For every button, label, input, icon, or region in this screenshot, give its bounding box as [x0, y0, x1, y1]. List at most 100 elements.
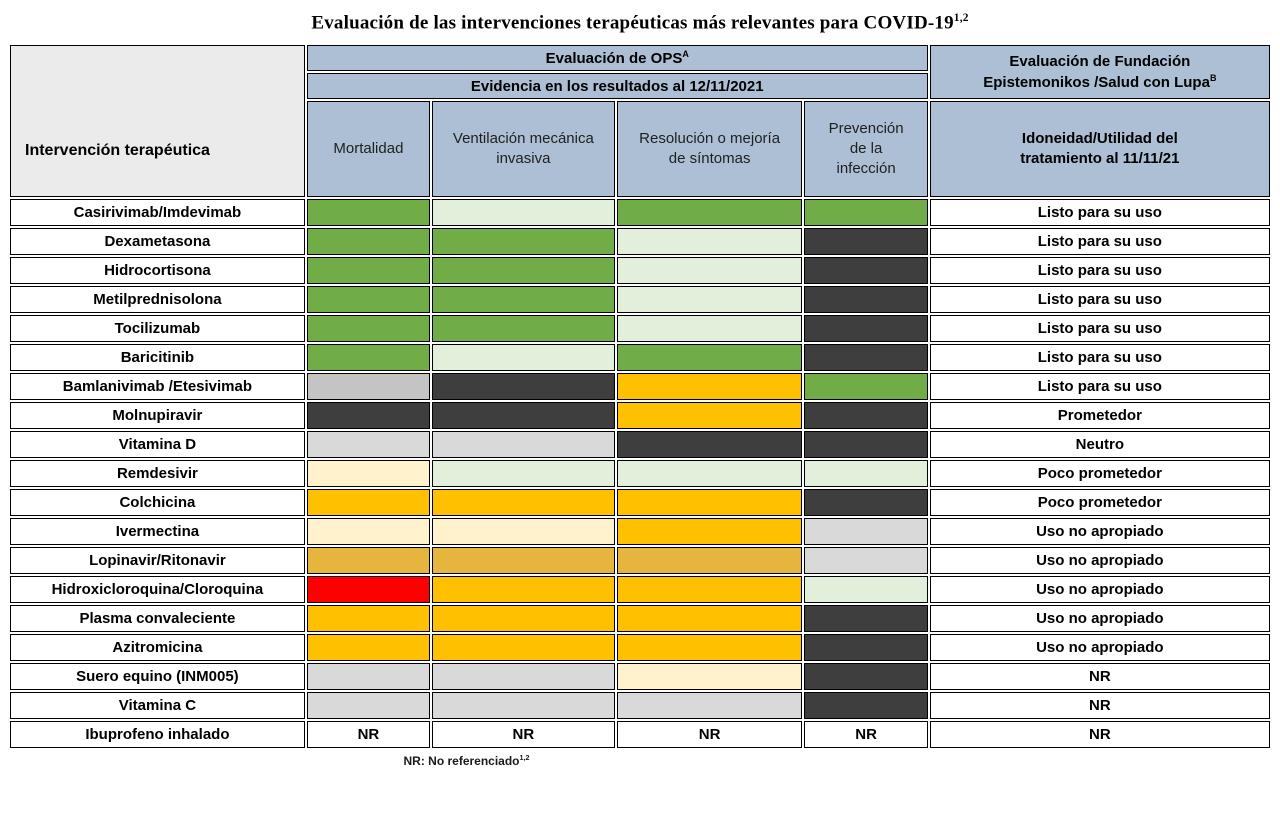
page-title: Evaluación de las intervenciones terapéu…	[0, 0, 1280, 34]
rating-cell-orange	[431, 634, 615, 662]
rating-cell-orange	[616, 489, 803, 517]
verdict-cell: NR	[929, 721, 1270, 749]
header-outcome-symptom-resolution: Resolución o mejoría de síntomas	[616, 101, 803, 198]
intervention-name: Lopinavir/Ritonavir	[10, 547, 305, 575]
header-outcome-mortality: Mortalidad	[306, 101, 430, 198]
verdict-cell: Uso no apropiado	[929, 605, 1270, 633]
rating-cell-dark	[431, 373, 615, 401]
rating-cell-gray	[306, 431, 430, 459]
rating-cell-gray	[431, 692, 615, 720]
intervention-name: Tocilizumab	[10, 315, 305, 343]
header-idoneidad-subtitle: Idoneidad/Utilidad del tratamiento al 11…	[929, 101, 1270, 198]
rating-cell-cream	[431, 518, 615, 546]
rating-cell-palegreen	[431, 344, 615, 372]
rating-cell-palegreen	[616, 228, 803, 256]
header-row-3: Mortalidad Ventilación mecánica invasiva…	[10, 101, 1270, 198]
intervention-name: Casirivimab/Imdevimab	[10, 199, 305, 227]
table-row: Molnupiravir Prometedor	[10, 402, 1270, 430]
table-row: Baricitinib Listo para su uso	[10, 344, 1270, 372]
verdict-cell: Poco prometedor	[929, 489, 1270, 517]
rating-cell-white: NR	[804, 721, 928, 749]
table-row: Ibuprofeno inhalado NR NR NR NR NR	[10, 721, 1270, 749]
table-row: Hidrocortisona Listo para su uso	[10, 257, 1270, 285]
fundacion-title-text: Evaluación de Fundación Epistemonikos /S…	[983, 52, 1210, 91]
rating-cell-green	[431, 315, 615, 343]
rating-cell-gray	[306, 663, 430, 691]
rating-cell-orange	[306, 605, 430, 633]
rating-cell-dark	[804, 402, 928, 430]
rating-cell-cream	[306, 518, 430, 546]
rating-cell-dark	[804, 663, 928, 691]
verdict-cell: Listo para su uso	[929, 286, 1270, 314]
header-fundacion-evaluation: Evaluación de Fundación Epistemonikos /S…	[929, 45, 1270, 100]
rating-cell-green	[616, 199, 803, 227]
intervention-name: Vitamina D	[10, 431, 305, 459]
verdict-cell: Prometedor	[929, 402, 1270, 430]
table-row: Casirivimab/Imdevimab Listo para su uso	[10, 199, 1270, 227]
rating-cell-orange	[616, 576, 803, 604]
table-row: Tocilizumab Listo para su uso	[10, 315, 1270, 343]
verdict-cell: Neutro	[929, 431, 1270, 459]
intervention-name: Metilprednisolona	[10, 286, 305, 314]
verdict-cell: Listo para su uso	[929, 228, 1270, 256]
table-row: Azitromicina Uso no apropiado	[10, 634, 1270, 662]
table-row: Vitamina D Neutro	[10, 431, 1270, 459]
rating-cell-orange	[616, 402, 803, 430]
verdict-cell: NR	[929, 692, 1270, 720]
rating-cell-dark	[804, 257, 928, 285]
verdict-cell: Uso no apropiado	[929, 518, 1270, 546]
rating-cell-dark	[804, 228, 928, 256]
header-evidence-subtitle: Evidencia en los resultados al 12/11/202…	[306, 73, 928, 100]
intervention-name: Hidroxicloroquina/Cloroquina	[10, 576, 305, 604]
rating-cell-green	[804, 199, 928, 227]
intervention-name: Vitamina C	[10, 692, 305, 720]
rating-cell-gold	[306, 547, 430, 575]
verdict-cell: Listo para su uso	[929, 344, 1270, 372]
rating-cell-dark	[306, 402, 430, 430]
table-row: Remdesivir Poco prometedor	[10, 460, 1270, 488]
rating-cell-green	[306, 257, 430, 285]
rating-cell-green	[804, 373, 928, 401]
intervention-name: Azitromicina	[10, 634, 305, 662]
table-row: Colchicina Poco prometedor	[10, 489, 1270, 517]
rating-cell-green	[431, 286, 615, 314]
header-row-2: Evidencia en los resultados al 12/11/202…	[10, 73, 1270, 100]
header-intervention-column: Intervención terapéutica	[10, 45, 305, 198]
rating-cell-orange	[431, 605, 615, 633]
rating-cell-orange	[431, 489, 615, 517]
verdict-cell: Listo para su uso	[929, 373, 1270, 401]
table-row: Plasma convaleciente Uso no apropiado	[10, 605, 1270, 633]
rating-cell-dark	[804, 431, 928, 459]
rating-cell-dark	[804, 315, 928, 343]
rating-cell-white: NR	[616, 721, 803, 749]
header-ops-evaluation: Evaluación de OPSA	[306, 45, 928, 72]
verdict-cell: Listo para su uso	[929, 199, 1270, 227]
rating-cell-green	[431, 257, 615, 285]
rating-cell-dark	[804, 634, 928, 662]
rating-cell-orange	[306, 489, 430, 517]
header-outcome-mechanical-ventilation: Ventilación mecánica invasiva	[431, 101, 615, 198]
intervention-name: Ivermectina	[10, 518, 305, 546]
rating-cell-green	[306, 286, 430, 314]
rating-cell-orange	[616, 518, 803, 546]
intervention-name: Remdesivir	[10, 460, 305, 488]
intervention-name: Suero equino (INM005)	[10, 663, 305, 691]
rating-cell-gray	[804, 547, 928, 575]
intervention-name: Molnupiravir	[10, 402, 305, 430]
rating-cell-orange	[616, 373, 803, 401]
table-row: Hidroxicloroquina/Cloroquina Uso no aprop…	[10, 576, 1270, 604]
rating-cell-dark	[804, 344, 928, 372]
rating-cell-gray	[616, 692, 803, 720]
table-row: Suero equino (INM005) NR	[10, 663, 1270, 691]
rating-cell-orange	[616, 605, 803, 633]
rating-cell-green	[306, 199, 430, 227]
intervention-name: Dexametasona	[10, 228, 305, 256]
table-row: Ivermectina Uso no apropiado	[10, 518, 1270, 546]
page-title-text: Evaluación de las intervenciones terapéu…	[311, 12, 954, 34]
rating-cell-palegreen	[616, 460, 803, 488]
rating-cell-green	[616, 344, 803, 372]
rating-cell-orange	[306, 634, 430, 662]
rating-cell-orange	[431, 576, 615, 604]
verdict-cell: Poco prometedor	[929, 460, 1270, 488]
rating-cell-dark	[431, 402, 615, 430]
